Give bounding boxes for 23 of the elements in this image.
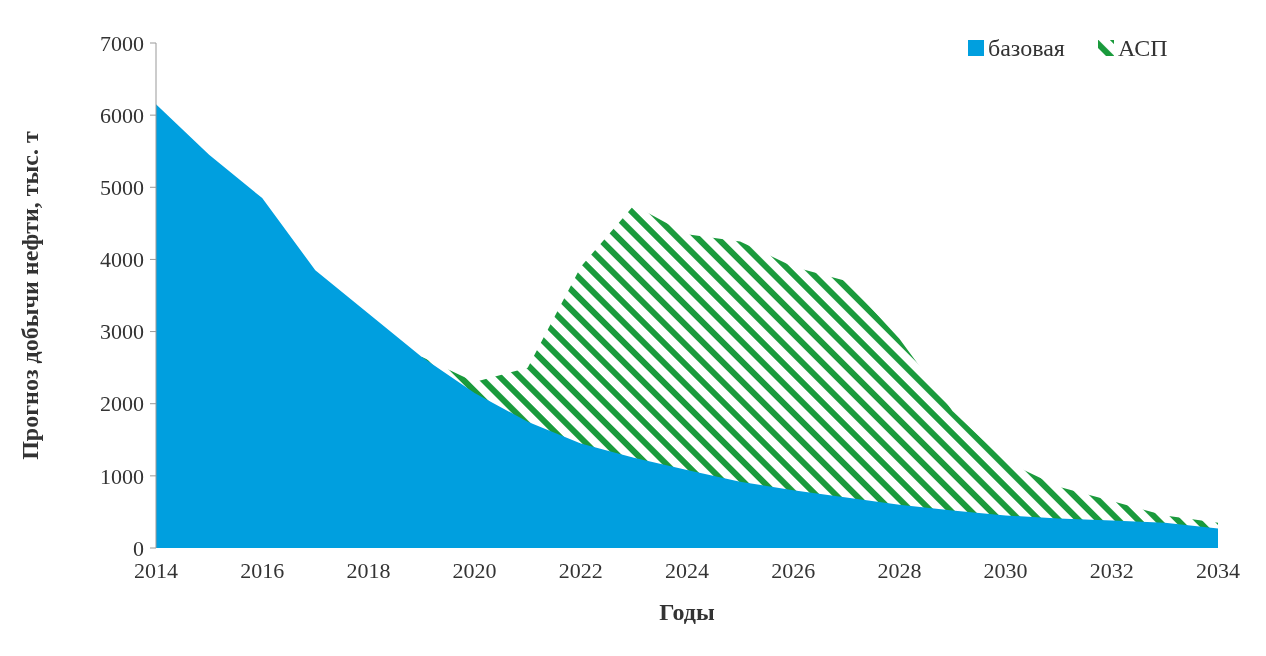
y-tick-label: 1000	[100, 463, 144, 489]
x-tick-label: 2024	[665, 558, 709, 583]
x-tick-label: 2014	[134, 558, 178, 583]
x-tick-label: 2026	[771, 558, 816, 583]
x-axis-title: Годы	[659, 599, 715, 625]
y-tick-label: 2000	[100, 391, 144, 417]
x-tick-label: 2022	[558, 558, 603, 583]
y-tick-label: 3000	[100, 319, 144, 345]
x-tick-label: 2018	[346, 558, 391, 583]
x-tick-label: 2032	[1089, 558, 1134, 583]
y-tick-label: 6000	[100, 102, 144, 128]
legend-label: АСП	[1118, 35, 1168, 62]
legend-label: базовая	[988, 35, 1065, 62]
x-tick-label: 2034	[1196, 558, 1240, 583]
y-axis-title: Прогноз добычи нефти, тыс. т	[17, 130, 43, 460]
x-tick-label: 2016	[240, 558, 285, 583]
x-tick-label: 2020	[452, 558, 497, 583]
y-tick-label: 0	[133, 535, 144, 561]
y-tick-label: 5000	[100, 174, 144, 200]
y-tick-label: 7000	[100, 30, 144, 56]
x-tick-label: 2028	[877, 558, 922, 583]
y-tick-label: 4000	[100, 247, 144, 273]
x-tick-label: 2030	[983, 558, 1028, 583]
